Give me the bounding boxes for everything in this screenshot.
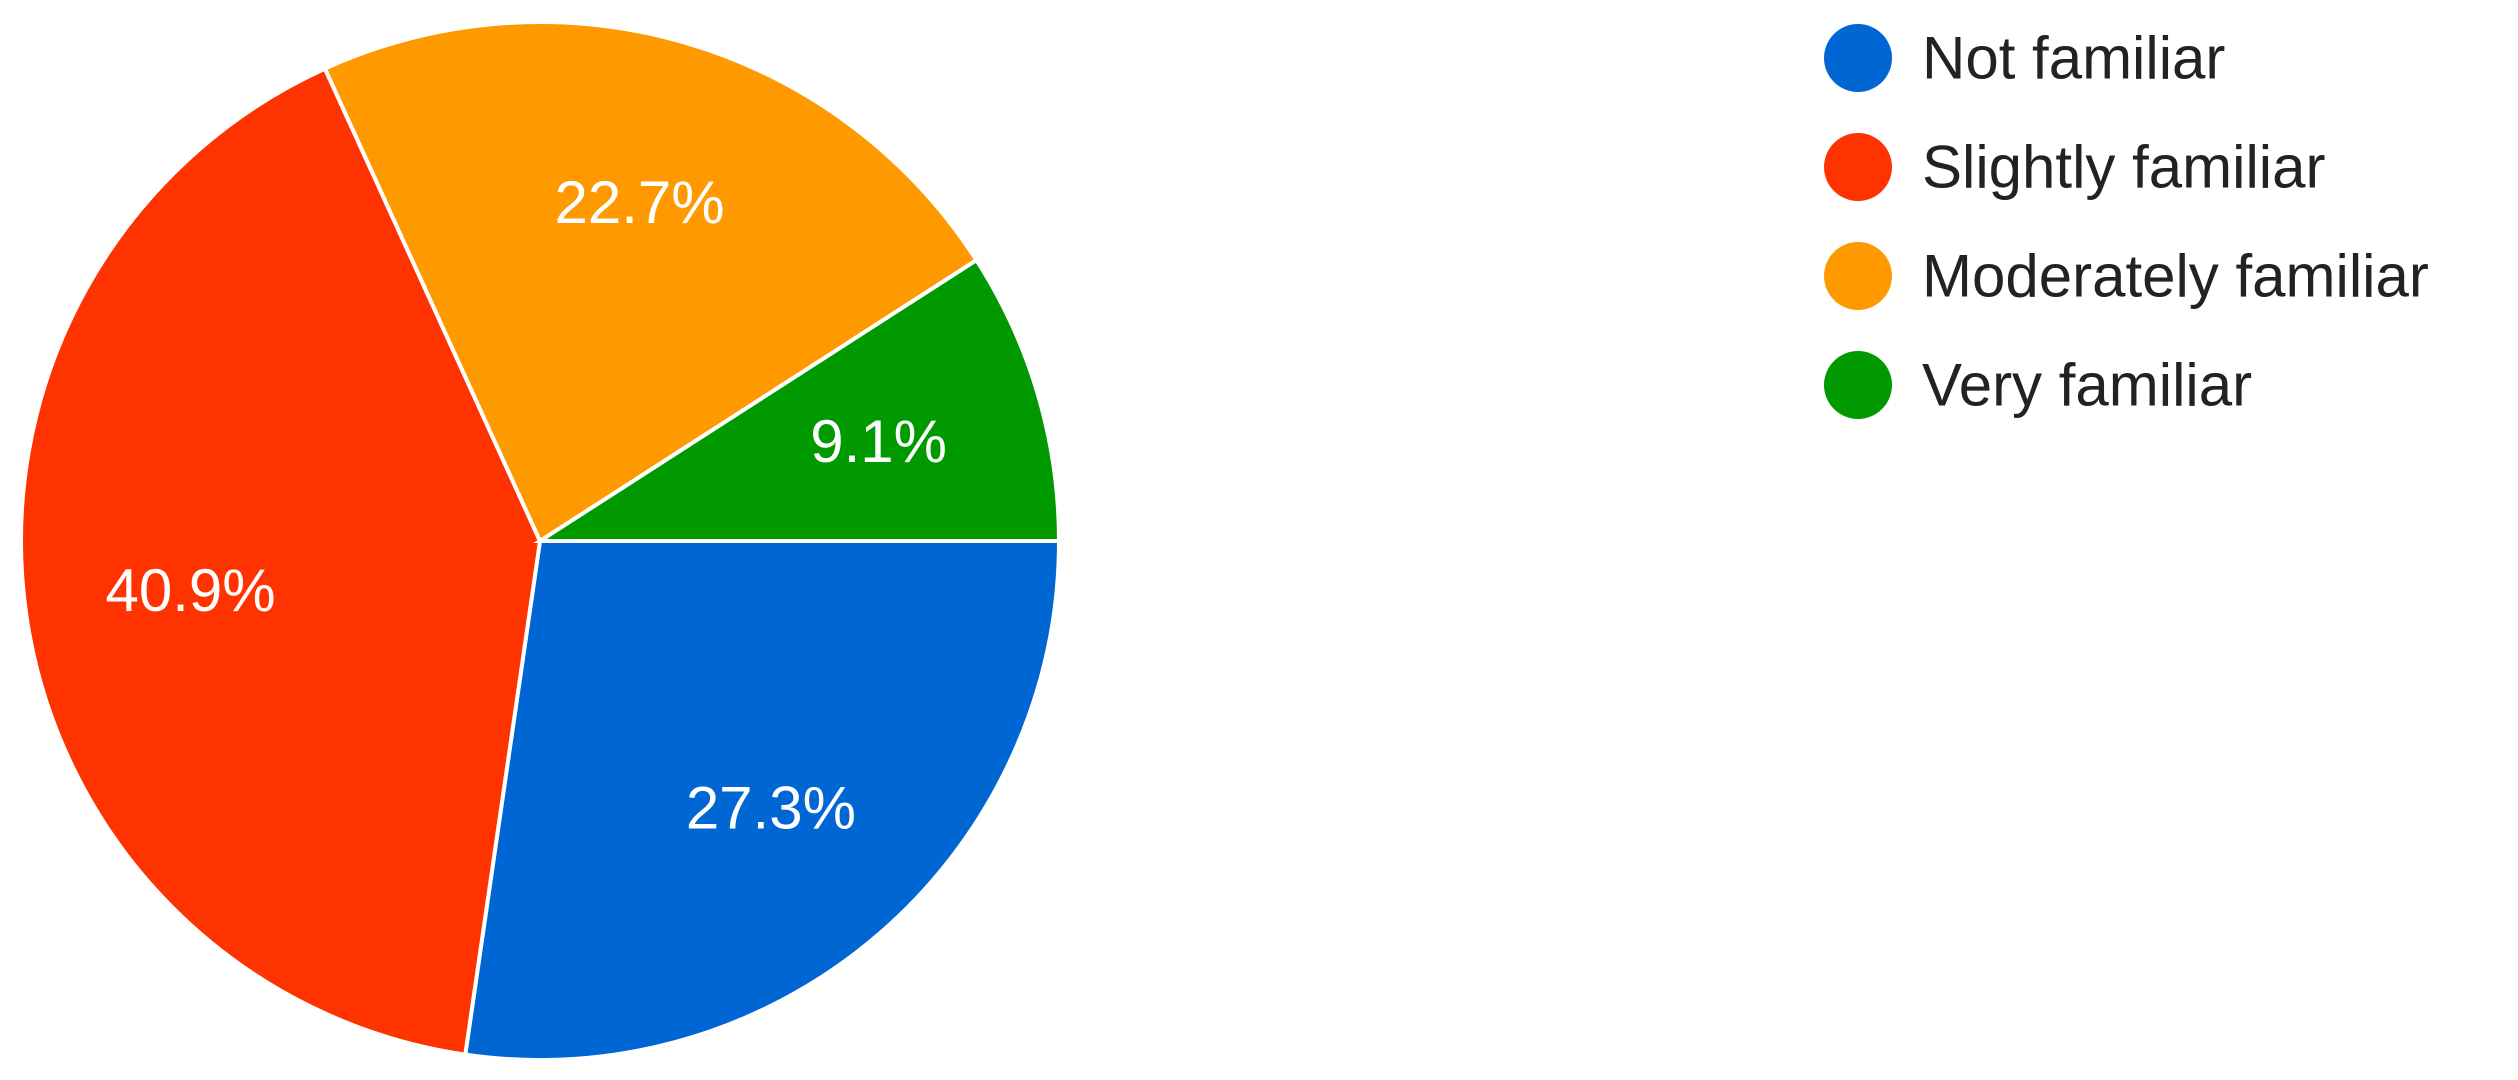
legend-marker (1824, 24, 1892, 92)
value-label: 9.1% (810, 408, 947, 475)
legend-label: Moderately familiar (1922, 243, 2429, 310)
pie-slice (462, 539, 1062, 1062)
legend-label: Not familiar (1922, 25, 2225, 92)
pie-slice (19, 66, 543, 1057)
value-label: 27.3% (686, 774, 856, 841)
value-label: 22.7% (554, 169, 724, 236)
legend-label: Slightly familiar (1922, 134, 2325, 201)
legend-marker (1824, 242, 1892, 310)
legend-marker (1824, 351, 1892, 419)
legend-label: Very familiar (1922, 352, 2252, 419)
value-label: 40.9% (106, 557, 276, 624)
pie-slice (533, 257, 1062, 543)
pie-slice (322, 20, 980, 544)
legend-marker (1824, 133, 1892, 201)
